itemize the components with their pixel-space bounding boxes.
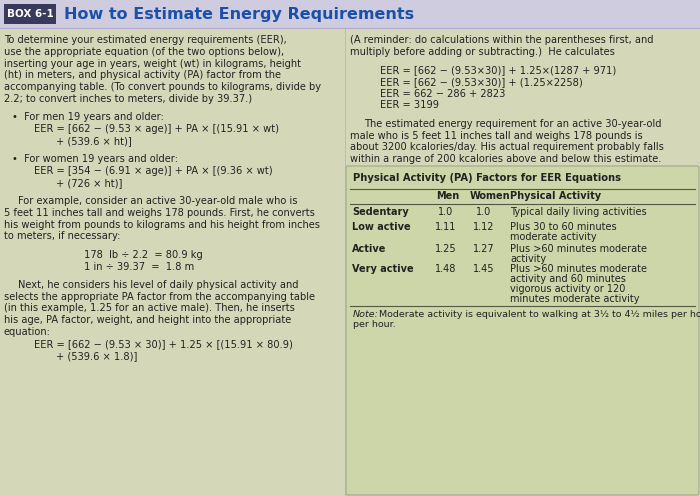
Text: 1.0: 1.0	[438, 207, 454, 217]
Text: EER = [662 − (9.53×30)] + 1.25×(1287 + 971): EER = [662 − (9.53×30)] + 1.25×(1287 + 9…	[380, 65, 616, 75]
Text: Next, he considers his level of daily physical activity and: Next, he considers his level of daily ph…	[18, 280, 298, 290]
Text: (ht) in meters, and physical activity (PA) factor from the: (ht) in meters, and physical activity (P…	[4, 70, 281, 80]
Text: vigorous activity or 120: vigorous activity or 120	[510, 284, 625, 294]
Text: 1.27: 1.27	[473, 244, 495, 254]
Text: 1.12: 1.12	[473, 222, 495, 232]
Text: 1 in ÷ 39.37  =  1.8 m: 1 in ÷ 39.37 = 1.8 m	[84, 261, 195, 272]
Text: activity: activity	[510, 254, 546, 264]
Text: EER = 662 − 286 + 2823: EER = 662 − 286 + 2823	[380, 89, 505, 99]
Text: minutes moderate activity: minutes moderate activity	[510, 294, 640, 304]
Text: BOX 6-1: BOX 6-1	[6, 9, 53, 19]
Text: moderate activity: moderate activity	[510, 232, 596, 242]
Text: Moderate activity is equivalent to walking at 3½ to 4½ miles per hour.: Moderate activity is equivalent to walki…	[376, 310, 700, 319]
Text: Physical Activity: Physical Activity	[510, 191, 601, 201]
Text: about 3200 kcalories/day. His actual requirement probably falls: about 3200 kcalories/day. His actual req…	[350, 142, 664, 152]
Text: EER = [354 − (6.91 × age)] + PA × [(9.36 × wt): EER = [354 − (6.91 × age)] + PA × [(9.36…	[34, 166, 272, 176]
Text: Typical daily living activities: Typical daily living activities	[510, 207, 647, 217]
Text: Plus >60 minutes moderate: Plus >60 minutes moderate	[510, 264, 647, 274]
Text: 1.0: 1.0	[477, 207, 491, 217]
Text: How to Estimate Energy Requirements: How to Estimate Energy Requirements	[64, 6, 414, 21]
Text: (A reminder: do calculations within the parentheses first, and: (A reminder: do calculations within the …	[350, 35, 654, 45]
Text: •  For men 19 years and older:: • For men 19 years and older:	[12, 112, 164, 123]
Text: + (539.6 × 1.8)]: + (539.6 × 1.8)]	[56, 351, 137, 361]
Text: EER = 3199: EER = 3199	[380, 101, 439, 111]
Text: EER = [662 − (9.53 × age)] + PA × [(15.91 × wt): EER = [662 − (9.53 × age)] + PA × [(15.9…	[34, 124, 279, 134]
FancyBboxPatch shape	[346, 166, 699, 495]
Text: multiply before adding or subtracting.)  He calculates: multiply before adding or subtracting.) …	[350, 47, 615, 57]
Text: Plus >60 minutes moderate: Plus >60 minutes moderate	[510, 244, 647, 254]
Text: 2.2; to convert inches to meters, divide by 39.37.): 2.2; to convert inches to meters, divide…	[4, 94, 252, 104]
Text: Note:: Note:	[353, 310, 379, 319]
Text: to meters, if necessary:: to meters, if necessary:	[4, 232, 120, 242]
Text: 1.11: 1.11	[435, 222, 456, 232]
Text: male who is 5 feet 11 inches tall and weighs 178 pounds is: male who is 5 feet 11 inches tall and we…	[350, 130, 643, 140]
Text: Low active: Low active	[352, 222, 411, 232]
Text: Very active: Very active	[352, 264, 414, 274]
Text: To determine your estimated energy requirements (EER),: To determine your estimated energy requi…	[4, 35, 287, 45]
Text: •  For women 19 years and older:: • For women 19 years and older:	[12, 154, 178, 164]
Text: EER = [662 − (9.53 × 30)] + 1.25 × [(15.91 × 80.9): EER = [662 − (9.53 × 30)] + 1.25 × [(15.…	[34, 339, 293, 349]
Text: EER = [662 − (9.53×30)] + (1.25×2258): EER = [662 − (9.53×30)] + (1.25×2258)	[380, 77, 582, 87]
Text: 1.25: 1.25	[435, 244, 457, 254]
Text: + (726 × ht)]: + (726 × ht)]	[56, 178, 122, 188]
Text: 1.45: 1.45	[473, 264, 495, 274]
Text: + (539.6 × ht)]: + (539.6 × ht)]	[56, 136, 132, 146]
Text: 178  lb ÷ 2.2  = 80.9 kg: 178 lb ÷ 2.2 = 80.9 kg	[84, 250, 203, 260]
Text: (in this example, 1.25 for an active male). Then, he inserts: (in this example, 1.25 for an active mal…	[4, 304, 295, 313]
Bar	[4, 4, 56, 24]
Text: 5 feet 11 inches tall and weighs 178 pounds. First, he converts: 5 feet 11 inches tall and weighs 178 pou…	[4, 208, 315, 218]
Text: his age, PA factor, weight, and height into the appropriate: his age, PA factor, weight, and height i…	[4, 315, 291, 325]
Text: selects the appropriate PA factor from the accompanying table: selects the appropriate PA factor from t…	[4, 292, 315, 302]
Text: Physical Activity (PA) Factors for EER Equations: Physical Activity (PA) Factors for EER E…	[353, 173, 621, 183]
Text: Sedentary: Sedentary	[352, 207, 409, 217]
Text: inserting your age in years, weight (wt) in kilograms, height: inserting your age in years, weight (wt)…	[4, 59, 301, 68]
Text: use the appropriate equation (of the two options below),: use the appropriate equation (of the two…	[4, 47, 284, 57]
Text: Men: Men	[436, 191, 459, 201]
Text: his weight from pounds to kilograms and his height from inches: his weight from pounds to kilograms and …	[4, 220, 320, 230]
Bar	[0, 0, 700, 28]
Text: Women: Women	[470, 191, 510, 201]
Text: activity and 60 minutes: activity and 60 minutes	[510, 274, 626, 284]
Text: For example, consider an active 30-year-old male who is: For example, consider an active 30-year-…	[18, 196, 297, 206]
Text: The estimated energy requirement for an active 30-year-old: The estimated energy requirement for an …	[364, 119, 662, 129]
Text: accompanying table. (To convert pounds to kilograms, divide by: accompanying table. (To convert pounds t…	[4, 82, 321, 92]
Text: equation:: equation:	[4, 327, 51, 337]
Text: per hour.: per hour.	[353, 320, 396, 329]
Text: within a range of 200 kcalories above and below this estimate.: within a range of 200 kcalories above an…	[350, 154, 662, 164]
Text: Plus 30 to 60 minutes: Plus 30 to 60 minutes	[510, 222, 617, 232]
Text: Active: Active	[352, 244, 386, 254]
Text: 1.48: 1.48	[435, 264, 456, 274]
